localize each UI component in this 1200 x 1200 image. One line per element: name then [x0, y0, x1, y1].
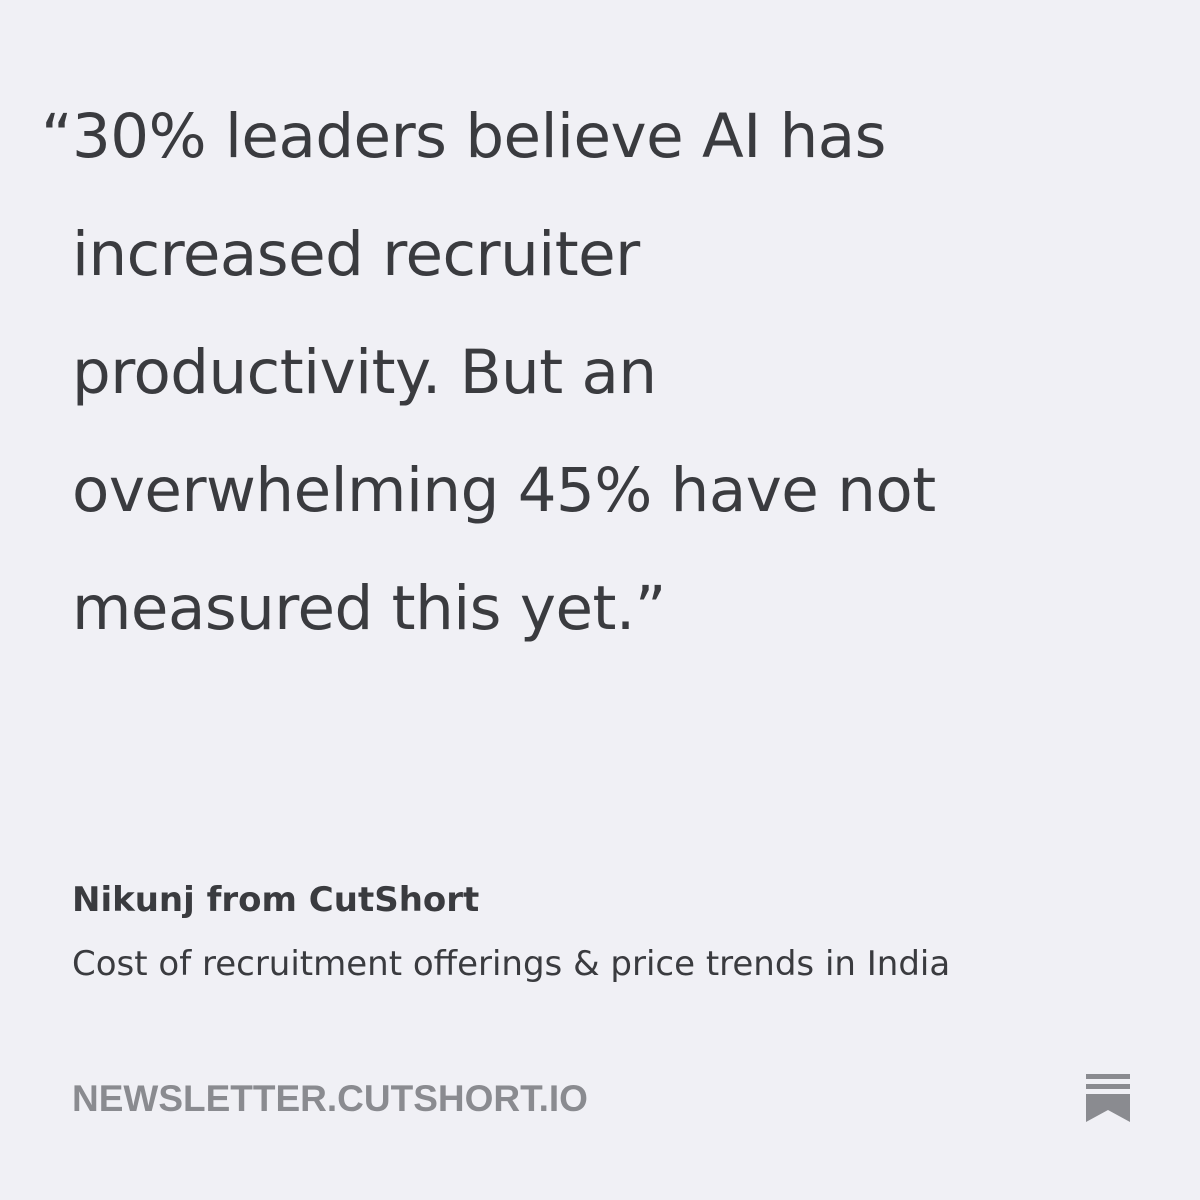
- quote-text: “ 30% leaders believe AI has increased r…: [41, 78, 1132, 668]
- quote-line: productivity. But an: [72, 337, 657, 408]
- quote-line: 30% leaders believe AI has: [72, 101, 886, 172]
- quote-line: increased recruiter: [72, 219, 640, 290]
- quote-line: measured this yet.”: [72, 573, 666, 644]
- open-quote-mark: “: [41, 101, 73, 172]
- author-name: Nikunj from CutShort: [72, 880, 480, 920]
- post-title: Cost of recruitment offerings & price tr…: [72, 944, 951, 984]
- substack-bookmark-icon: [1086, 1074, 1130, 1122]
- quote-line: overwhelming 45% have not: [72, 455, 936, 526]
- site-url: NEWSLETTER.CUTSHORT.IO: [72, 1078, 588, 1119]
